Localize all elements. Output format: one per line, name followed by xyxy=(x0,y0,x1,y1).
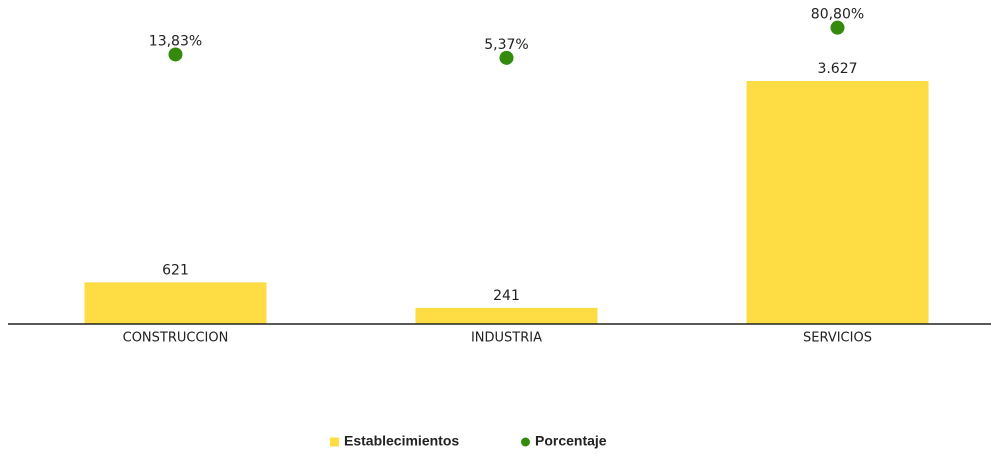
dot-value-label: 5,37% xyxy=(484,37,528,53)
x-tick-label: INDUSTRIA xyxy=(471,331,542,346)
bar-value-label: 3.627 xyxy=(817,61,857,77)
legend-label: Porcentaje xyxy=(535,433,607,449)
x-tick-label: SERVICIOS xyxy=(803,331,872,346)
dot-value-label: 13,83% xyxy=(149,33,202,49)
legend-swatch xyxy=(521,437,530,447)
bar-value-label: 241 xyxy=(493,288,520,304)
bar-value-label: 621 xyxy=(162,262,189,278)
legend-swatch xyxy=(330,437,339,447)
dot-value-label: 80,80% xyxy=(811,7,864,23)
dot xyxy=(499,50,514,65)
dot xyxy=(168,47,183,62)
bar xyxy=(84,282,267,324)
dot xyxy=(830,20,845,35)
bar xyxy=(415,307,598,324)
bar xyxy=(746,80,929,324)
legend-label: Establecimientos xyxy=(344,433,459,449)
x-tick-label: CONSTRUCCION xyxy=(123,331,229,346)
